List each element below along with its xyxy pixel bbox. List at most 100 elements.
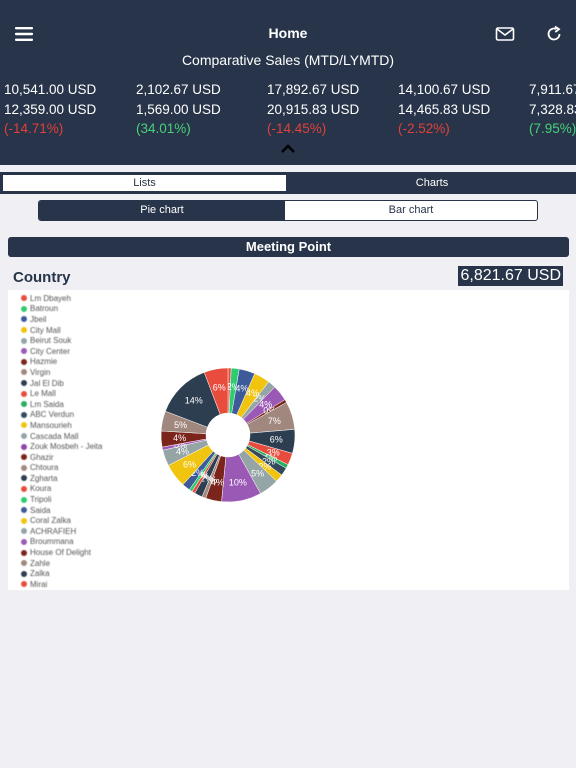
pie-slice-label: 0% xyxy=(223,382,236,392)
legend-label: Hazmie xyxy=(30,357,58,367)
pie-slice-label: 0% xyxy=(196,472,209,482)
pie-slice-label: 14% xyxy=(185,396,203,406)
legend-swatch xyxy=(21,475,27,482)
chart-type-segment: Pie chart Bar chart xyxy=(38,200,538,221)
legend-label: Lm Dbayeh xyxy=(30,293,71,303)
pie-slice-label: 6% xyxy=(183,459,196,469)
legend-label: Jbeil xyxy=(30,314,47,324)
legend-swatch xyxy=(21,295,27,302)
legend-item: Cascada Mall xyxy=(21,431,131,442)
pie-slice-label: 4% xyxy=(176,447,189,457)
legend-label: Chtoura xyxy=(30,463,59,473)
legend-swatch xyxy=(21,327,27,334)
legend-swatch xyxy=(21,305,27,312)
group-label: Country xyxy=(13,269,71,286)
legend-label: Ghazir xyxy=(30,452,54,462)
metrics-strip[interactable]: 10,541.00 USD 12,359.00 USD (-14.71%) 2,… xyxy=(0,82,576,142)
legend-item: Virgin xyxy=(21,367,131,378)
pie-slice-label: 2% xyxy=(200,473,213,483)
metric-mtd: 7,911.67 xyxy=(529,82,576,97)
legend-item: Zalka xyxy=(21,568,131,579)
legend-item: Lm Saida xyxy=(21,399,131,410)
legend-label: Tripoli xyxy=(30,495,52,505)
legend-item: Zouk Mosbeh - Jeita xyxy=(21,441,131,452)
legend-item: ACHRAFIEH xyxy=(21,526,131,537)
menu-button[interactable] xyxy=(12,22,36,46)
legend-swatch xyxy=(21,316,27,323)
pie-slice-label: 1% xyxy=(264,453,277,463)
legend-swatch xyxy=(21,433,27,440)
legend-swatch xyxy=(21,517,27,524)
tab-charts[interactable]: Charts xyxy=(415,177,449,189)
legend-label: Le Mall xyxy=(30,389,56,399)
pie-slice-label: 4% xyxy=(211,477,224,487)
metric-lymtd: 12,359.00 USD xyxy=(4,101,97,117)
legend-label: Virgin xyxy=(30,367,51,377)
total-value: 6,821.67 USD xyxy=(458,266,563,286)
legend-label: ABC Verdun xyxy=(30,410,75,420)
legend-item: Mansourieh xyxy=(21,420,131,431)
legend-label: Cascada Mall xyxy=(30,431,79,441)
tab-lists[interactable]: Lists xyxy=(2,174,287,192)
legend-item: Jal El Dib xyxy=(21,378,131,389)
legend-item: Le Mall xyxy=(21,388,131,399)
legend-swatch xyxy=(21,348,27,355)
legend-swatch xyxy=(21,507,27,514)
legend-item: Jbeil xyxy=(21,314,131,325)
legend-item: City Center xyxy=(21,346,131,357)
legend-label: City Mall xyxy=(30,325,61,335)
pie-chart[interactable]: 0%2%4%4%2%4%0%7%6%3%1%2%2%5%10%4%1%2%0%0… xyxy=(158,365,298,505)
pie-slice-label: 2% xyxy=(259,461,272,471)
legend-label: Zouk Mosbeh - Jeita xyxy=(30,442,103,452)
legend-label: Coral Zalka xyxy=(30,516,71,526)
pie-slice-label: 6% xyxy=(270,435,283,445)
legend-label: Batroun xyxy=(30,304,59,314)
metric-lymtd: 1,569.00 USD xyxy=(136,101,221,117)
legend-item: House Of Delight xyxy=(21,547,131,558)
legend-label: Zgharta xyxy=(30,473,58,483)
legend-swatch xyxy=(21,369,27,376)
legend-label: Mansourieh xyxy=(30,420,72,430)
refresh-button[interactable] xyxy=(542,22,566,46)
metric-column: 7,911.67 7,328.83 (7.95%) xyxy=(529,82,576,141)
legend-swatch xyxy=(21,485,27,492)
metric-column: 14,100.67 USD 14,465.83 USD (-2.52%) xyxy=(398,82,529,141)
metric-mtd: 14,100.67 USD xyxy=(398,82,491,97)
legend-item: Coral Zalka xyxy=(21,515,131,526)
metric-column: 17,892.67 USD 20,915.83 USD (-14.45%) xyxy=(267,82,398,141)
legend-item: Koura xyxy=(21,484,131,495)
legend-swatch xyxy=(21,496,27,503)
page-title: Home xyxy=(268,25,308,41)
legend-swatch xyxy=(21,570,27,577)
pie-slice-label: 0% xyxy=(263,405,276,415)
legend-swatch xyxy=(21,538,27,545)
legend-label: City Center xyxy=(30,346,71,356)
metric-change: (7.95%) xyxy=(529,121,576,136)
metric-column: 2,102.67 USD 1,569.00 USD (34.01%) xyxy=(136,82,267,141)
legend-label: ACHRAFIEH xyxy=(30,526,77,536)
legend-label: Koura xyxy=(30,484,52,494)
metric-mtd: 17,892.67 USD xyxy=(267,82,360,97)
legend-swatch xyxy=(21,549,27,556)
legend-item: Chtoura xyxy=(21,463,131,474)
pie-slice-label: 0% xyxy=(194,470,207,480)
pie-slice-label: 10% xyxy=(229,477,247,487)
legend-swatch xyxy=(21,401,27,408)
pie-slice[interactable] xyxy=(203,367,229,415)
pie-slice-label: 4% xyxy=(173,433,186,443)
legend-item: Broummana xyxy=(21,537,131,548)
metric-lymtd: 20,915.83 USD xyxy=(267,101,360,117)
collapse-button[interactable] xyxy=(278,142,298,156)
metric-change: (-2.52%) xyxy=(398,121,450,136)
pie-slice-label: 0% xyxy=(174,440,187,450)
pie-slice-label: 4% xyxy=(246,388,259,398)
mail-button[interactable] xyxy=(493,22,517,46)
legend-swatch xyxy=(21,443,27,450)
legend-item: Tripoli xyxy=(21,494,131,505)
tab-pie-chart[interactable]: Pie chart xyxy=(39,201,285,220)
tab-bar-chart[interactable]: Bar chart xyxy=(388,204,434,216)
pie-slice-label: 5% xyxy=(251,468,264,478)
metric-mtd: 10,541.00 USD xyxy=(4,82,97,97)
pie-slice-label: 7% xyxy=(268,416,281,426)
pie-slice-label: 1% xyxy=(204,475,217,485)
